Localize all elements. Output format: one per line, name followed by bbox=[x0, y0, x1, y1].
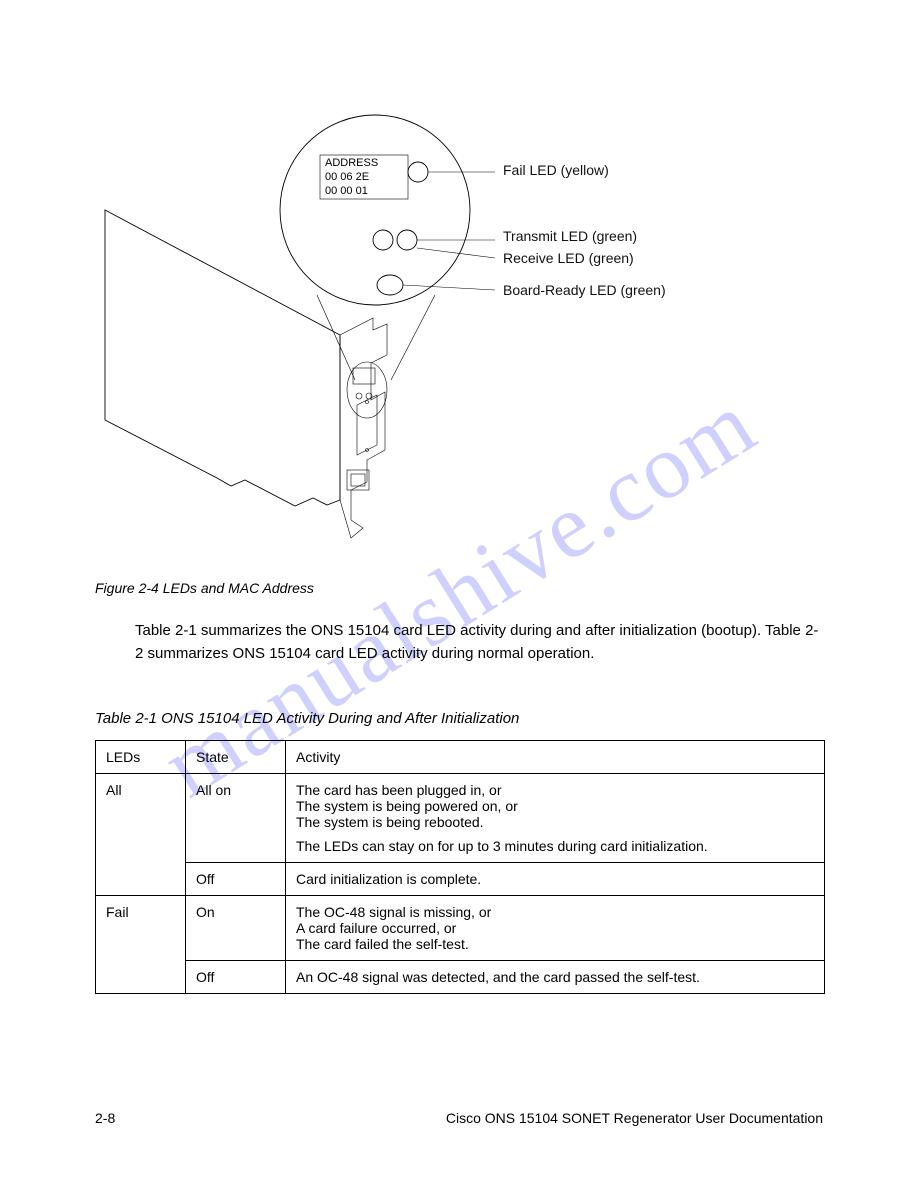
table-row: Fail On The OC-48 signal is missing, or … bbox=[96, 896, 825, 961]
mac-address-line1: 00 06 2E bbox=[325, 171, 369, 183]
cell-activity: An OC-48 signal was detected, and the ca… bbox=[286, 961, 825, 994]
callout-rx-led: Receive LED (green) bbox=[503, 250, 634, 266]
page-number: 2-8 bbox=[95, 1110, 115, 1126]
led-activity-table: LEDs State Activity All All on The card … bbox=[95, 740, 825, 994]
table-row: Off Card initialization is complete. bbox=[96, 863, 825, 896]
card-diagram-svg: ADDRESS 00 06 2E 00 00 01 bbox=[95, 100, 825, 580]
rx-led-leader bbox=[417, 248, 495, 258]
col-leds: LEDs bbox=[96, 741, 186, 774]
table-row: Off An OC-48 signal was detected, and th… bbox=[96, 961, 825, 994]
callout-fail-led: Fail LED (yellow) bbox=[503, 162, 609, 178]
activity-note: The LEDs can stay on for up to 3 minutes… bbox=[296, 838, 814, 854]
cell-state: Off bbox=[186, 961, 286, 994]
activity-line: The OC-48 signal is missing, or bbox=[296, 904, 814, 920]
ready-led-ellipse bbox=[377, 275, 403, 295]
callout-ready-led: Board-Ready LED (green) bbox=[503, 282, 666, 298]
activity-line: A card failure occurred, or bbox=[296, 920, 814, 936]
activity-line: The system is being powered on, or bbox=[296, 798, 814, 814]
cell-activity: The OC-48 signal is missing, or A card f… bbox=[286, 896, 825, 961]
tx-led-circle bbox=[373, 230, 393, 250]
ready-led-leader bbox=[403, 285, 495, 290]
table-1-title: Table 2-1 ONS 15104 LED Activity During … bbox=[95, 710, 519, 727]
cell-activity: Card initialization is complete. bbox=[286, 863, 825, 896]
cell-led: Fail bbox=[96, 896, 186, 994]
activity-line: The card has been plugged in, or bbox=[296, 782, 814, 798]
fail-led-circle bbox=[408, 162, 428, 182]
zoom-source-ellipse bbox=[347, 362, 387, 418]
cell-activity: The card has been plugged in, or The sys… bbox=[286, 774, 825, 863]
figure-caption: Figure 2-4 LEDs and MAC Address bbox=[95, 580, 314, 596]
cell-state: On bbox=[186, 896, 286, 961]
zoom-leader-left bbox=[317, 295, 355, 380]
faceplate-bracket-outline bbox=[340, 318, 387, 538]
db-screw-top bbox=[366, 401, 369, 404]
intro-paragraph: Table 2-1 summarizes the ONS 15104 card … bbox=[135, 620, 825, 665]
rj45-outline bbox=[347, 470, 369, 490]
col-activity: Activity bbox=[286, 741, 825, 774]
rx-led-circle bbox=[397, 230, 417, 250]
activity-line: The system is being rebooted. bbox=[296, 814, 814, 830]
col-state: State bbox=[186, 741, 286, 774]
zoom-leader-right bbox=[391, 295, 435, 380]
mac-address-heading: ADDRESS bbox=[325, 157, 378, 169]
cell-state: Off bbox=[186, 863, 286, 896]
activity-line: The card failed the self-test. bbox=[296, 936, 814, 952]
bracket-led-1 bbox=[356, 393, 362, 399]
cell-led: All bbox=[96, 774, 186, 896]
footer-manual-title: Cisco ONS 15104 SONET Regenerator User D… bbox=[446, 1110, 823, 1126]
mac-address-line2: 00 00 01 bbox=[325, 185, 368, 197]
db-connector bbox=[357, 395, 377, 455]
bracket-label-mini bbox=[353, 368, 375, 384]
figure-illustration: ADDRESS 00 06 2E 00 00 01 bbox=[95, 100, 825, 580]
table-row: All All on The card has been plugged in,… bbox=[96, 774, 825, 863]
callout-tx-led: Transmit LED (green) bbox=[503, 228, 637, 244]
table-header-row: LEDs State Activity bbox=[96, 741, 825, 774]
cell-state: All on bbox=[186, 774, 286, 863]
card-pcb-outline bbox=[105, 210, 340, 506]
magnifier-circle bbox=[280, 115, 470, 305]
